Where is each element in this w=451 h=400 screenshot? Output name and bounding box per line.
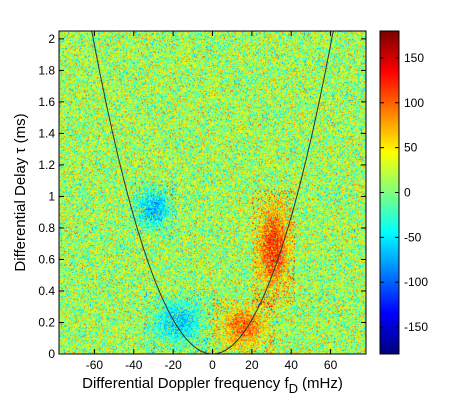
x-tick-label: 20	[245, 358, 259, 372]
x-label-unit: (mHz)	[302, 375, 343, 392]
x-axis-label: Differential Doppler frequency fD (mHz)	[82, 375, 343, 396]
y-tick-label: 0.2	[38, 315, 55, 329]
x-label-subscript: D	[289, 381, 298, 396]
colorbar-tick-label: -50	[404, 230, 422, 244]
x-axis-ticks: -60 -40 -20 0 20 40 60	[86, 31, 338, 372]
y-tick-label: 0	[48, 347, 55, 361]
x-tick-label: 0	[209, 358, 216, 372]
y-tick-label: 1	[48, 189, 55, 203]
colorbar-tick-label: 0	[404, 186, 411, 200]
y-axis-ticks: 0 0.2 0.4 0.6 0.8 1 1.2 1.4 1.6 1.8 2	[38, 32, 366, 361]
y-tick-label: 1.2	[38, 158, 55, 172]
colorbar-tick-label: 50	[404, 141, 418, 155]
colorbar-gradient	[380, 31, 399, 354]
colorbar: -150 -100 -50 0 50 100 150	[379, 30, 428, 355]
colorbar-tick-label: -150	[404, 320, 428, 334]
y-tick-label: 1.6	[38, 95, 55, 109]
colorbar-tick-label: 150	[404, 51, 424, 65]
x-label-main: Differential Doppler frequency f	[82, 375, 289, 392]
y-tick-label: 0.6	[38, 252, 55, 266]
x-tick-label: 40	[285, 358, 299, 372]
x-tick-label: -60	[86, 358, 104, 372]
y-tick-label: 2	[48, 32, 55, 46]
plot-area: -60 -40 -20 0 20 40 60 0 0.2 0.4 0.6 0.8 1 1.2 1.4 1.6…	[38, 30, 367, 372]
heatmap-image	[59, 31, 366, 354]
y-tick-label: 1.8	[38, 63, 55, 77]
y-tick-label: 1.4	[38, 126, 55, 140]
y-axis-label: Differential Delay τ (ms)	[12, 113, 29, 271]
x-tick-label: 60	[324, 358, 338, 372]
colorbar-tick-label: -100	[404, 275, 428, 289]
y-tick-label: 0.8	[38, 221, 55, 235]
y-tick-label: 0.4	[38, 284, 55, 298]
colorbar-tick-label: 100	[404, 96, 424, 110]
colorbar-ticks: -150 -100 -50 0 50 100 150	[380, 51, 428, 334]
x-tick-label: -40	[125, 358, 143, 372]
x-tick-label: -20	[164, 358, 182, 372]
